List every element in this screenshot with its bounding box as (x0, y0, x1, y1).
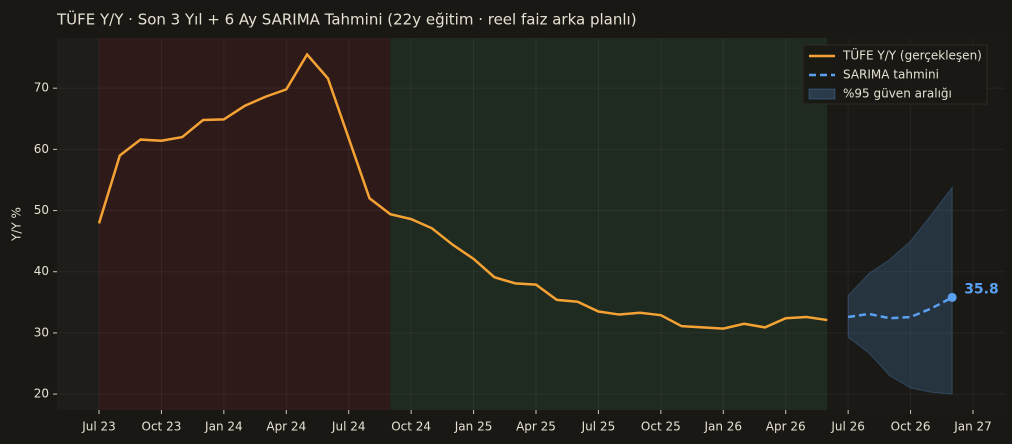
y-tick-label: 20 (34, 387, 49, 401)
x-tick-label: Apr 25 (516, 420, 556, 434)
end-value-label: 35.8 (964, 281, 999, 297)
confidence-band (847, 185, 953, 395)
x-tick-label: Apr 24 (266, 420, 306, 434)
x-tick-label: Jul 23 (81, 420, 116, 434)
x-tick-label: Oct 25 (641, 420, 681, 434)
x-tick-label: Jan 26 (703, 420, 742, 434)
x-tick-label: Oct 24 (391, 420, 431, 434)
y-tick-label: 50 (34, 203, 49, 217)
y-tick-label: 60 (34, 142, 49, 156)
y-axis-label: Y/Y % (10, 207, 24, 242)
regime-region (390, 38, 828, 410)
x-tick-label: Jul 24 (331, 420, 366, 434)
y-tick-label: 70 (34, 81, 49, 95)
series-line (847, 296, 953, 320)
x-tick-label: Apr 26 (766, 420, 806, 434)
x-tick-label: Jan 27 (953, 420, 992, 434)
regime-region (99, 38, 391, 410)
legend-label: SARIMA tahmini (843, 68, 939, 82)
y-tick-label: 40 (34, 264, 49, 278)
chart-title: TÜFE Y/Y · Son 3 Yıl + 6 Ay SARIMA Tahmi… (56, 10, 637, 29)
legend-swatch (808, 88, 836, 100)
x-tick-label: Jan 25 (454, 420, 493, 434)
series-line (97, 52, 828, 330)
x-tick-label: Oct 26 (891, 420, 931, 434)
x-tick-label: Jan 24 (204, 420, 243, 434)
legend-label: TÜFE Y/Y (gerçekleşen) (842, 47, 982, 63)
x-tick-label: Jul 25 (581, 420, 616, 434)
end-point (947, 292, 957, 302)
x-tick-label: Jul 26 (830, 420, 865, 434)
x-tick-label: Oct 23 (142, 420, 182, 434)
y-tick-label: 30 (34, 325, 49, 339)
legend-label: %95 güven aralığı (843, 87, 952, 101)
